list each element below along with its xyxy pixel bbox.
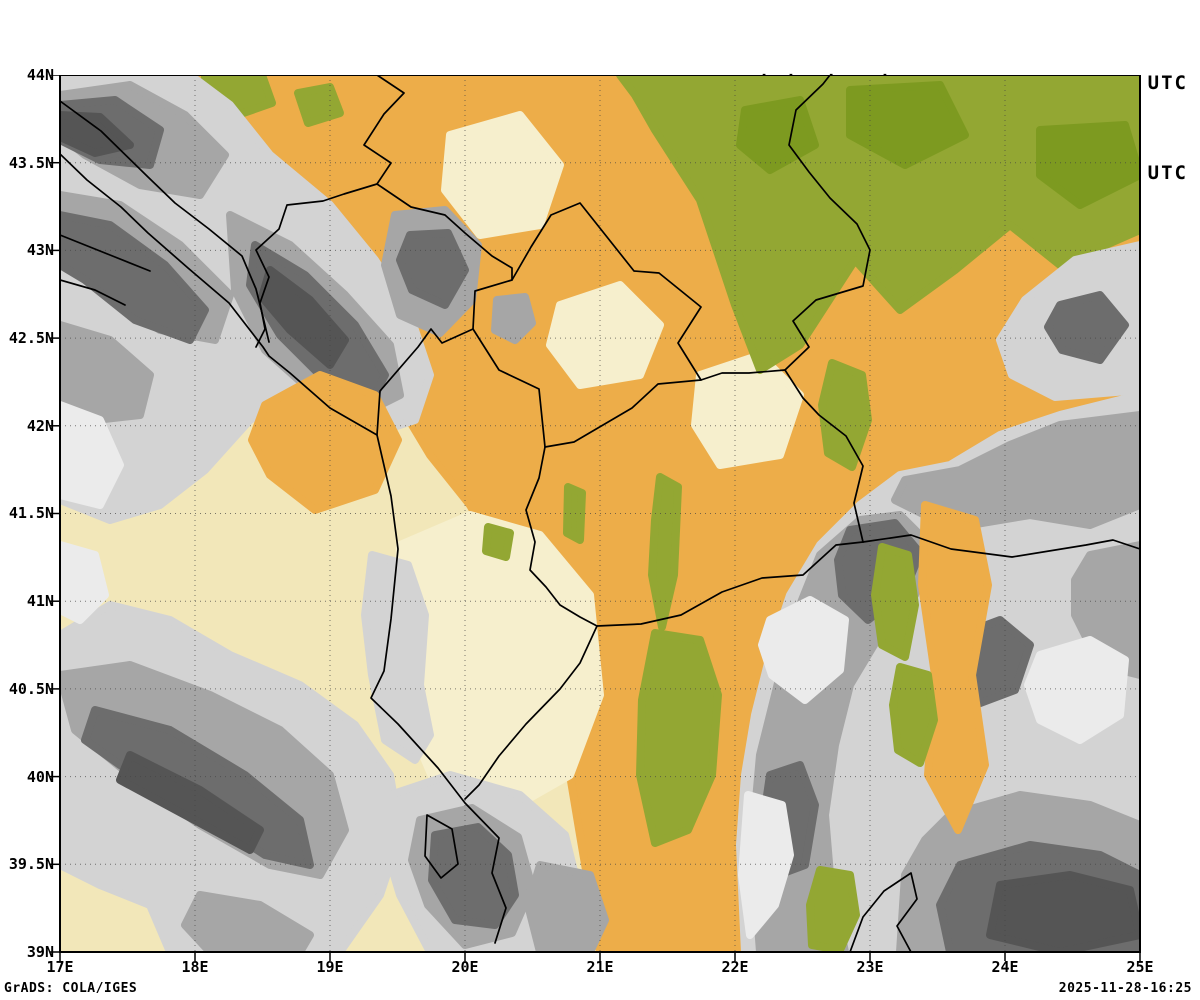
lat-tick-label: 44N [26,66,54,84]
cloud-region [846,81,969,169]
cloud-region [1024,636,1129,744]
lon-tick-label: 21E [586,958,614,976]
cloud-region [524,861,609,952]
cloud-region [986,871,1140,952]
lat-tick-label: 40N [26,768,54,786]
lat-tick-label: 43.5N [8,154,54,172]
lon-tick-label: 25E [1126,958,1154,976]
lat-tick-label: 42N [26,417,54,435]
lat-tick-label: 41.5N [8,504,54,522]
map-gridlines [60,75,1140,952]
cloud-region [60,541,109,624]
border-kosovo [472,202,702,448]
cloud-region [248,371,402,514]
island-coastline [60,234,151,272]
border-montenegro-albania [376,328,474,436]
lat-tick-label: 42.5N [8,329,54,347]
cloud-region [181,891,314,952]
axis-ticks [50,75,1141,961]
cloud-region [871,543,919,661]
country-borders [60,75,1140,952]
cloud-region [60,111,134,157]
cloud-region [648,473,682,631]
lon-tick-label: 20E [451,958,479,976]
lon-tick-label: 19E [316,958,344,976]
cloud-region [491,293,536,344]
border-bulgaria-greece [862,534,1140,558]
lon-tick-label: 22E [721,958,749,976]
cloud-region [116,751,264,854]
cloud-region [758,596,849,704]
cloud-region [294,83,344,127]
cloud-region [1044,291,1129,364]
cloud-region [1036,121,1140,209]
border-bosnia-serbia-montenegro [255,75,405,348]
lat-tick-label: 39N [26,943,54,961]
cloud-region [482,523,514,561]
island-coastline [60,279,126,306]
lat-tick-label: 39.5N [8,855,54,873]
border-serbia-montenegro [376,183,513,281]
render-timestamp: 2025-11-28-16:25 [1058,981,1192,996]
island-corfu [424,814,459,879]
cloud-region [806,866,860,952]
cloud-region [441,111,564,239]
border-serbia-macedonia [700,369,786,381]
lat-tick-label: 43N [26,241,54,259]
lat-tick-label: 41N [26,592,54,610]
lon-tick-label: 23E [856,958,884,976]
cloud-region [889,663,938,767]
cloud-region [396,229,469,309]
cloud-region [736,96,819,174]
lon-tick-label: 18E [181,958,209,976]
cloud-region [60,211,209,344]
grads-attribution: GrADS: COLA/IGES [4,981,138,996]
cloud-region [60,401,124,509]
lon-tick-label: 17E [46,958,74,976]
coastline-aegean [849,872,918,952]
lat-tick-label: 40.5N [8,680,54,698]
border-albania-macedonia [525,446,598,627]
map-frame [59,75,1141,953]
border-albania-greece [464,625,598,800]
coastline-adriatic [60,153,507,944]
map-canvas [50,75,1141,961]
cloud-region [818,359,872,471]
lon-tick-label: 24E [991,958,1019,976]
border-macedonia-greece [596,541,864,627]
cloud-region [546,281,664,389]
cloud-region [563,483,586,544]
cloud-region [60,321,154,424]
cloud-region [738,791,794,939]
cloud-region [636,629,722,847]
border-serbia-bulgaria [784,75,871,371]
border-macedonia-bulgaria [784,369,864,543]
